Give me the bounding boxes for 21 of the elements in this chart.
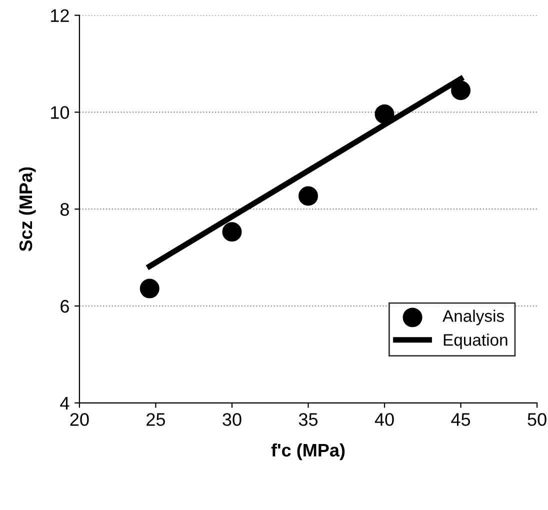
y-tick-label: 4 [60, 397, 70, 410]
point [374, 104, 394, 124]
legend-label: Analysis [442, 310, 504, 326]
y-tick-label: 10 [51, 106, 70, 119]
x-tick-label: 40 [374, 413, 394, 426]
y-tick-label: 6 [60, 300, 69, 313]
legend-label: Equation [444, 334, 508, 350]
x-tick-label: 35 [298, 413, 318, 426]
point [298, 186, 318, 206]
x-tick-label: 20 [70, 413, 89, 426]
point [140, 278, 160, 298]
y-axis-title: Scz (MPa) [18, 167, 36, 252]
x-tick-label: 50 [528, 413, 546, 426]
y-tick-label: 8 [60, 203, 69, 216]
point [222, 222, 242, 242]
x-tick-label: 25 [146, 413, 166, 426]
point [451, 80, 471, 100]
y-tick-label: 12 [51, 9, 69, 22]
x-tick-label: 30 [222, 413, 242, 426]
x-tick-label: 45 [451, 413, 470, 426]
x-axis-title: f'c (MPa) [271, 443, 345, 460]
